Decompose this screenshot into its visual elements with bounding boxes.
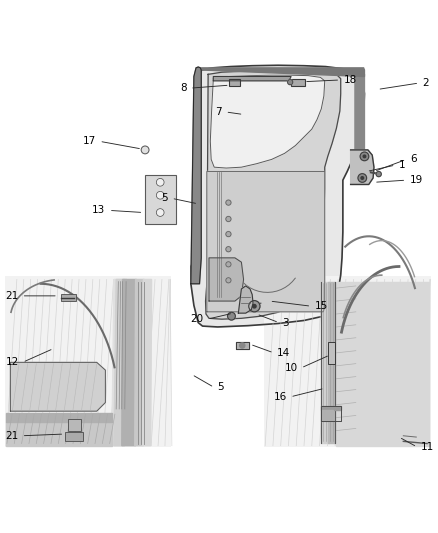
Polygon shape xyxy=(336,281,429,446)
Polygon shape xyxy=(207,172,325,312)
Polygon shape xyxy=(191,65,364,327)
Circle shape xyxy=(361,176,364,179)
Circle shape xyxy=(226,216,231,222)
Text: 13: 13 xyxy=(92,205,106,215)
Polygon shape xyxy=(112,279,125,446)
Text: 19: 19 xyxy=(410,175,423,185)
Text: 5: 5 xyxy=(218,382,224,392)
Text: 18: 18 xyxy=(344,75,357,85)
Text: 11: 11 xyxy=(420,442,434,452)
Text: 21: 21 xyxy=(5,431,18,441)
Circle shape xyxy=(156,179,164,186)
Polygon shape xyxy=(236,342,249,350)
Text: 10: 10 xyxy=(284,363,297,373)
Text: 2: 2 xyxy=(423,78,429,88)
Circle shape xyxy=(156,191,164,199)
Circle shape xyxy=(226,200,231,205)
FancyBboxPatch shape xyxy=(61,294,76,302)
Polygon shape xyxy=(142,279,152,446)
Circle shape xyxy=(226,247,231,252)
Polygon shape xyxy=(213,77,291,81)
Polygon shape xyxy=(321,281,329,443)
Text: 12: 12 xyxy=(6,357,19,367)
Circle shape xyxy=(360,152,369,161)
Polygon shape xyxy=(351,150,374,184)
Circle shape xyxy=(228,312,235,320)
Text: 8: 8 xyxy=(180,83,187,93)
Text: 7: 7 xyxy=(215,107,222,117)
Circle shape xyxy=(226,231,231,237)
Polygon shape xyxy=(135,279,144,446)
Polygon shape xyxy=(114,279,127,446)
Text: 14: 14 xyxy=(277,348,290,358)
Text: 21: 21 xyxy=(5,291,18,301)
Polygon shape xyxy=(201,68,364,77)
Circle shape xyxy=(288,79,293,85)
Text: 6: 6 xyxy=(410,155,417,164)
Polygon shape xyxy=(355,69,364,180)
Text: 5: 5 xyxy=(161,193,168,203)
Text: 1: 1 xyxy=(399,160,406,170)
Text: 3: 3 xyxy=(283,318,289,328)
Circle shape xyxy=(226,262,231,267)
FancyBboxPatch shape xyxy=(230,79,240,86)
FancyBboxPatch shape xyxy=(291,79,305,86)
Circle shape xyxy=(156,208,164,216)
Text: 16: 16 xyxy=(273,392,287,402)
Polygon shape xyxy=(122,279,137,446)
Polygon shape xyxy=(6,413,112,422)
Polygon shape xyxy=(328,281,335,443)
FancyBboxPatch shape xyxy=(264,277,431,447)
Circle shape xyxy=(358,174,367,182)
Polygon shape xyxy=(11,362,106,411)
Text: 15: 15 xyxy=(315,301,328,311)
Text: 17: 17 xyxy=(83,136,96,146)
Polygon shape xyxy=(191,67,201,284)
Polygon shape xyxy=(209,258,244,301)
Polygon shape xyxy=(321,410,333,421)
FancyBboxPatch shape xyxy=(328,342,335,364)
Text: 20: 20 xyxy=(191,314,204,324)
Circle shape xyxy=(226,278,231,283)
FancyBboxPatch shape xyxy=(65,432,83,440)
Circle shape xyxy=(141,146,149,154)
Circle shape xyxy=(240,343,245,348)
Circle shape xyxy=(363,155,366,158)
FancyBboxPatch shape xyxy=(145,175,176,224)
FancyBboxPatch shape xyxy=(68,419,81,431)
Circle shape xyxy=(249,301,260,312)
Polygon shape xyxy=(321,406,341,410)
Circle shape xyxy=(253,304,256,308)
Polygon shape xyxy=(205,71,341,319)
Polygon shape xyxy=(210,75,325,168)
Polygon shape xyxy=(238,286,253,313)
Polygon shape xyxy=(6,422,112,446)
Circle shape xyxy=(376,172,381,176)
FancyBboxPatch shape xyxy=(5,277,171,447)
